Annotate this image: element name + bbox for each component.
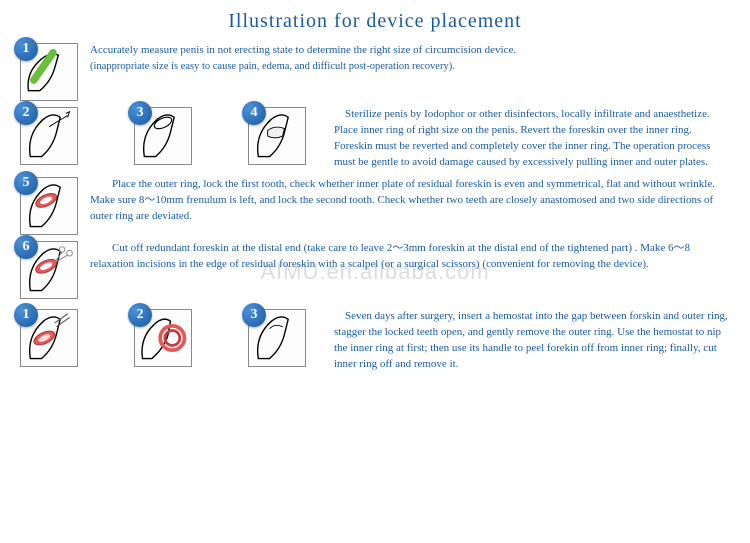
step-1-text: Accurately measure penis in not erecting… [90, 43, 730, 74]
badge-1: 1 [14, 37, 38, 61]
step-1-sub: (inappropriate size is easy to cause pai… [90, 59, 730, 74]
badge-3: 3 [128, 101, 152, 125]
badge-6: 6 [14, 235, 38, 259]
step-1-main: Accurately measure penis in not erecting… [90, 43, 730, 59]
page-title: Illustration for device placement [0, 0, 750, 41]
step-2-4-text: Sterilize penis by Iodophor or other dis… [334, 107, 730, 171]
step-5-row: 5 Place the outer ring, lock the first t… [0, 175, 750, 239]
step-2-4-row: 2 3 4 [0, 105, 750, 175]
step-6-row: 6 Cut off redundant foreskin at the dist… [0, 239, 750, 303]
removal-row: 1 2 3 [0, 307, 750, 377]
badge-r3: 3 [242, 303, 266, 327]
badge-r2: 2 [128, 303, 152, 327]
badge-2: 2 [14, 101, 38, 125]
step-6-text: Cut off redundant foreskin at the distal… [90, 241, 730, 273]
step-1-row: 1 Accurately measure penis in not erecti… [0, 41, 750, 105]
badge-r1: 1 [14, 303, 38, 327]
badge-5: 5 [14, 171, 38, 195]
badge-4: 4 [242, 101, 266, 125]
step-5-text: Place the outer ring, lock the first too… [90, 177, 730, 225]
removal-text: Seven days after surgery, insert a hemos… [334, 309, 730, 373]
